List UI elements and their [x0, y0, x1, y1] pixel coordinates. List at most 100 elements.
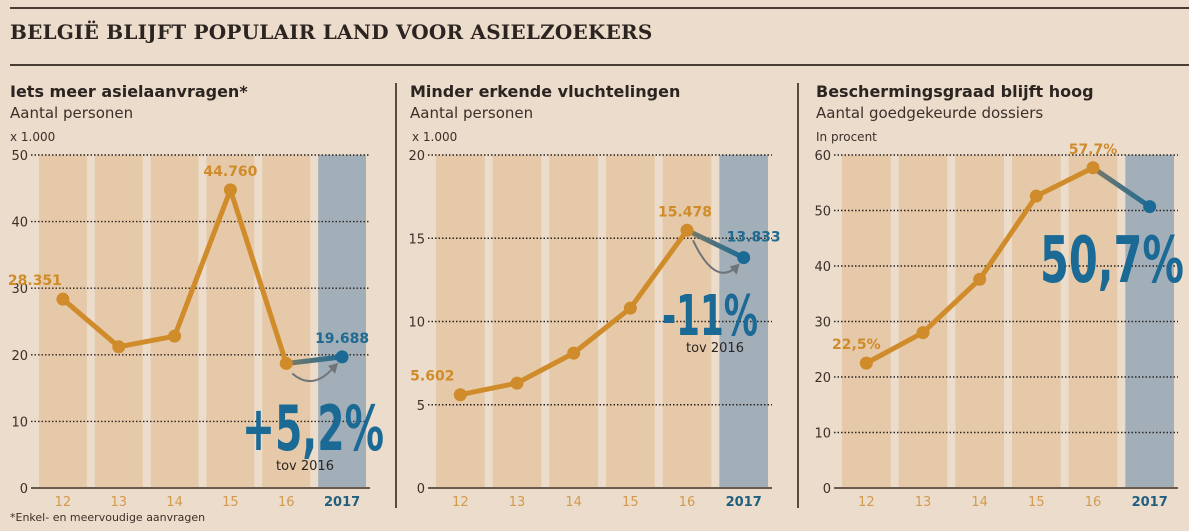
x-tick-label: 16 [679, 495, 696, 510]
data-point [973, 272, 987, 286]
year-column [94, 155, 143, 488]
year-column [955, 155, 1004, 488]
data-point [1029, 189, 1043, 203]
x-tick-label: 14 [565, 495, 582, 510]
data-label: 57,7% [1069, 142, 1118, 158]
change-arrow [291, 366, 335, 382]
panel-2-subtitle: Aantal personen [410, 104, 534, 122]
data-label: 15.478 [658, 204, 712, 220]
data-label: 19.688 [315, 331, 369, 347]
data-point [453, 388, 467, 402]
data-point [112, 340, 126, 354]
y-tick-label: 0 [417, 482, 425, 497]
x-tick-label: 16 [1085, 495, 1102, 510]
data-point [223, 183, 237, 197]
year-column [549, 155, 598, 488]
data-label: 5.602 [410, 369, 454, 385]
panel-3-unit: In procent [816, 130, 877, 144]
y-tick-label: 15 [408, 232, 425, 247]
y-tick-label: 20 [408, 149, 425, 164]
data-point-highlight [737, 251, 751, 265]
change-arrow [692, 239, 737, 274]
y-tick-label: 10 [814, 427, 831, 442]
x-tick-label: 14 [971, 495, 988, 510]
x-tick-label: 13 [509, 495, 526, 510]
chart-1: 0 10 20 30 40 50 12 13 14 15 16 2017 28.351 44.760 19.… [8, 149, 384, 510]
y-tick-label: 20 [11, 349, 28, 364]
y-tick-label: 0 [823, 482, 831, 497]
panel-2-unit: x 1.000 [412, 130, 458, 144]
x-tick-label: 2017 [726, 495, 762, 510]
y-tick-label: 0 [20, 482, 28, 497]
year-column [150, 155, 199, 488]
panel-divider-2 [797, 83, 799, 508]
panel-2-title: Minder erkende vluchtelingen [410, 82, 681, 101]
panel-3-title: Beschermingsgraad blijft hoog [816, 82, 1094, 101]
x-tick-label: 13 [110, 495, 127, 510]
x-tick-label: 2017 [324, 495, 360, 510]
data-point [56, 292, 70, 306]
data-point [279, 356, 293, 370]
y-tick-label: 30 [814, 316, 831, 331]
y-tick-label: 60 [814, 149, 831, 164]
data-point [859, 356, 873, 370]
data-point [567, 346, 581, 360]
y-tick-label: 40 [814, 260, 831, 275]
change-arrow-head [328, 362, 339, 374]
series-line-2017 [283, 354, 345, 366]
y-tick-label: 20 [814, 371, 831, 386]
x-tick-label: 15 [222, 495, 239, 510]
change-note: tov 2016 [686, 341, 744, 356]
data-point-highlight [335, 350, 349, 364]
x-tick-label: 13 [915, 495, 932, 510]
data-label: 13.833 [727, 230, 781, 246]
x-tick-label: 15 [1028, 495, 1045, 510]
data-point [916, 326, 930, 340]
page-title: BELGIË BLIJFT POPULAIR LAND VOOR ASIELZO… [10, 20, 653, 44]
year-column [206, 155, 255, 488]
chart-3: 0 10 20 30 40 50 60 12 13 14 15 16 2017 22,5% 57,7% 50,… [814, 142, 1184, 510]
y-tick-label: 10 [408, 316, 425, 331]
x-tick-label: 2017 [1132, 495, 1168, 510]
top-rule [10, 7, 1189, 9]
change-note: tov 2016 [276, 459, 334, 474]
data-label: 28.351 [8, 273, 62, 289]
title-rule [10, 64, 1189, 66]
data-point [510, 376, 524, 390]
y-tick-label: 50 [814, 205, 831, 220]
data-point [168, 329, 182, 343]
data-label: 22,5% [832, 337, 881, 353]
data-point-highlight [1143, 200, 1157, 214]
y-tick-label: 40 [11, 216, 28, 231]
highlight-column [318, 155, 366, 488]
data-point [680, 223, 694, 237]
footnote: *Enkel- en meervoudige aanvragen [10, 511, 206, 524]
year-column [39, 155, 87, 488]
change-percentage: +5,2% [242, 392, 384, 465]
panel-1-unit: x 1.000 [10, 130, 56, 144]
y-tick-label: 10 [11, 415, 28, 430]
change-percentage: -11% [662, 284, 758, 349]
change-percentage: 50,7% [1040, 224, 1184, 298]
y-tick-label: 5 [417, 399, 425, 414]
x-tick-label: 15 [622, 495, 639, 510]
x-tick-label: 12 [55, 495, 72, 510]
chart-2: 0 5 10 15 20 12 13 14 15 16 2017 5.602 15.478 13.833 -… [408, 149, 780, 510]
x-tick-label: 16 [278, 495, 295, 510]
panel-1-subtitle: Aantal personen [10, 104, 134, 122]
x-tick-label: 12 [858, 495, 875, 510]
series-line-2017 [1090, 165, 1153, 210]
data-label: 44.760 [203, 164, 257, 180]
data-point [1086, 161, 1100, 175]
y-tick-label: 50 [11, 149, 28, 164]
change-arrow-head [729, 263, 740, 275]
panel-3-subtitle: Aantal goedgekeurde dossiers [816, 104, 1044, 122]
data-point [623, 301, 637, 315]
y-tick-label: 30 [11, 282, 28, 297]
panel-1-title: Iets meer asielaanvragen* [10, 82, 248, 101]
panel-divider-1 [395, 83, 397, 508]
series-line-2017 [684, 227, 747, 261]
year-column [1012, 155, 1061, 488]
x-tick-label: 14 [166, 495, 183, 510]
x-tick-label: 12 [452, 495, 469, 510]
